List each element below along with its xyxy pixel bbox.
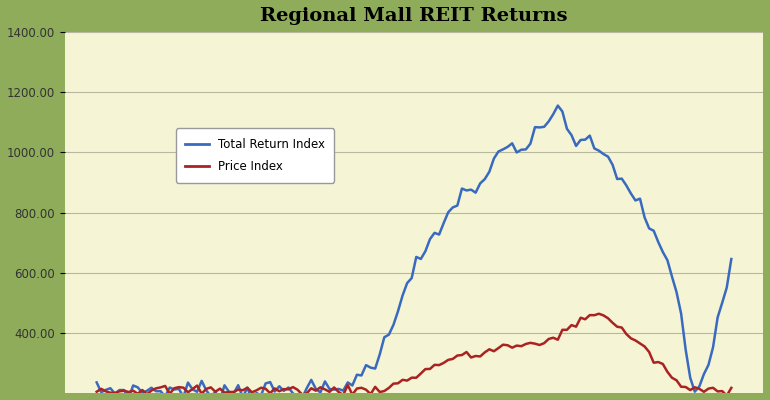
Legend: Total Return Index, Price Index: Total Return Index, Price Index	[176, 128, 334, 182]
Title: Regional Mall REIT Returns: Regional Mall REIT Returns	[260, 7, 567, 25]
